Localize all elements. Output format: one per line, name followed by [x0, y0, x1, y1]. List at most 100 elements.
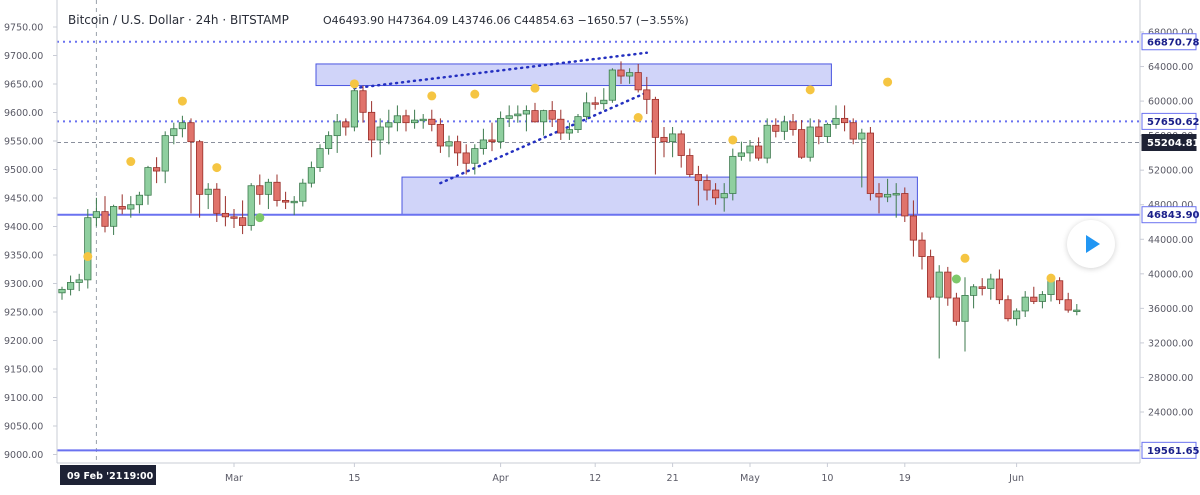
candle-body — [1030, 296, 1038, 302]
candle-body — [152, 167, 161, 172]
candle-body — [118, 206, 126, 210]
time-axis[interactable]: Mar 15 Apr 12 21 May 10 19 Jun — [225, 463, 1024, 484]
candle-body — [84, 217, 92, 281]
time-tick-label: 19 — [899, 473, 911, 484]
candle-body — [823, 124, 832, 137]
candle-body — [832, 117, 840, 125]
candle-body — [918, 239, 926, 257]
candle-body — [324, 135, 333, 149]
horizontal-levels — [57, 40, 1140, 452]
candle-body — [445, 141, 453, 147]
candle-body — [273, 181, 281, 201]
candle-body — [230, 216, 238, 219]
left-tick-label: 9150.00 — [4, 365, 43, 376]
candle-body — [161, 135, 169, 172]
time-tick-label: May — [740, 473, 760, 484]
candle-body — [927, 256, 935, 298]
candle-body — [514, 113, 522, 117]
price-tag-label: 46843.90 — [1147, 210, 1200, 221]
price-tag-box — [1141, 112, 1197, 130]
candle-body — [548, 110, 556, 120]
cursor-date-label: 09 Feb '21 19:00 — [60, 465, 156, 485]
candle-body — [204, 188, 212, 195]
candle-body — [281, 200, 290, 203]
lower-support-zone — [401, 176, 918, 216]
candle-body — [110, 206, 118, 227]
right-tick-label: 52000.00 — [1148, 166, 1193, 177]
candle-body — [677, 133, 685, 156]
candle-body — [961, 295, 969, 322]
cursor-date: 09 Feb '21 — [67, 471, 122, 482]
candle-body — [780, 121, 789, 132]
play-replay-button[interactable] — [1067, 220, 1115, 268]
candle-body — [746, 145, 754, 154]
left-tick-label: 9000.00 — [4, 450, 43, 461]
candle-body — [385, 122, 393, 128]
candle-body — [574, 116, 582, 130]
sell-signal-dot — [883, 77, 893, 87]
candle-body — [806, 126, 814, 158]
candle-body — [591, 102, 599, 105]
time-tick-label: Jun — [1008, 473, 1024, 484]
left-tick-label: 9650.00 — [4, 80, 43, 91]
candle-body — [436, 124, 445, 147]
sell-signal-dot — [805, 85, 815, 95]
candle-body — [565, 129, 574, 134]
candle-body — [393, 115, 402, 124]
candle-body — [841, 117, 849, 124]
candle-body — [247, 185, 255, 226]
candle-body — [763, 124, 771, 159]
price-zones — [315, 63, 918, 216]
candle-body — [342, 121, 350, 128]
candle-body — [970, 286, 978, 296]
candle-body — [557, 118, 565, 134]
left-tick-label: 9250.00 — [4, 308, 43, 319]
cursor-time: 19:00 — [123, 471, 154, 482]
candle-body — [471, 148, 479, 164]
candle-body — [798, 129, 806, 158]
candle-body — [58, 288, 66, 294]
candle-body — [772, 124, 780, 132]
candle-body — [195, 141, 204, 195]
play-icon — [1086, 235, 1100, 253]
left-tick-label: 9200.00 — [4, 336, 43, 347]
signal-markers — [83, 77, 1056, 284]
candle-body — [978, 286, 986, 289]
candle-body — [221, 212, 229, 218]
candle-body — [419, 118, 427, 122]
sell-signal-dot — [728, 135, 738, 145]
time-tick-label: 12 — [589, 473, 601, 484]
left-tick-label: 9600.00 — [4, 108, 43, 119]
candle-body — [307, 167, 316, 184]
time-tick-label: Mar — [225, 473, 243, 484]
candle-body — [909, 215, 918, 241]
candle-body — [892, 193, 900, 196]
candle-body — [178, 122, 186, 130]
sell-signal-dot — [83, 252, 93, 262]
left-tick-label: 9100.00 — [4, 393, 43, 404]
candle-body — [694, 174, 703, 181]
sell-signal-dot — [470, 89, 480, 99]
candle-body — [849, 122, 857, 140]
candle-body — [496, 117, 505, 143]
right-tick-label: 68000.00 — [1148, 28, 1193, 39]
candle-body — [944, 271, 952, 299]
candle-body — [1013, 310, 1021, 320]
candle-body — [712, 189, 720, 199]
price-tag-label: 66870.78 — [1147, 37, 1200, 48]
price-tag-label: 19561.65 — [1147, 446, 1200, 457]
left-price-axis[interactable]: 9750.00 9700.00 9650.00 9600.00 9550.00 9500.… — [4, 23, 57, 462]
left-tick-label: 9050.00 — [4, 422, 43, 433]
candle-body — [256, 185, 264, 195]
sell-signal-dot — [177, 96, 187, 106]
candle-body — [737, 152, 746, 157]
right-tick-label: 40000.00 — [1148, 269, 1193, 280]
candle-body — [1064, 299, 1072, 311]
candle-body — [505, 115, 513, 119]
symbol-title[interactable]: Bitcoin / U.S. Dollar · 24h · BITSTAMP — [68, 13, 289, 27]
candle-body — [1073, 309, 1081, 312]
candle-body — [127, 204, 135, 210]
candle-body — [600, 99, 608, 105]
left-tick-label: 9400.00 — [4, 222, 43, 233]
